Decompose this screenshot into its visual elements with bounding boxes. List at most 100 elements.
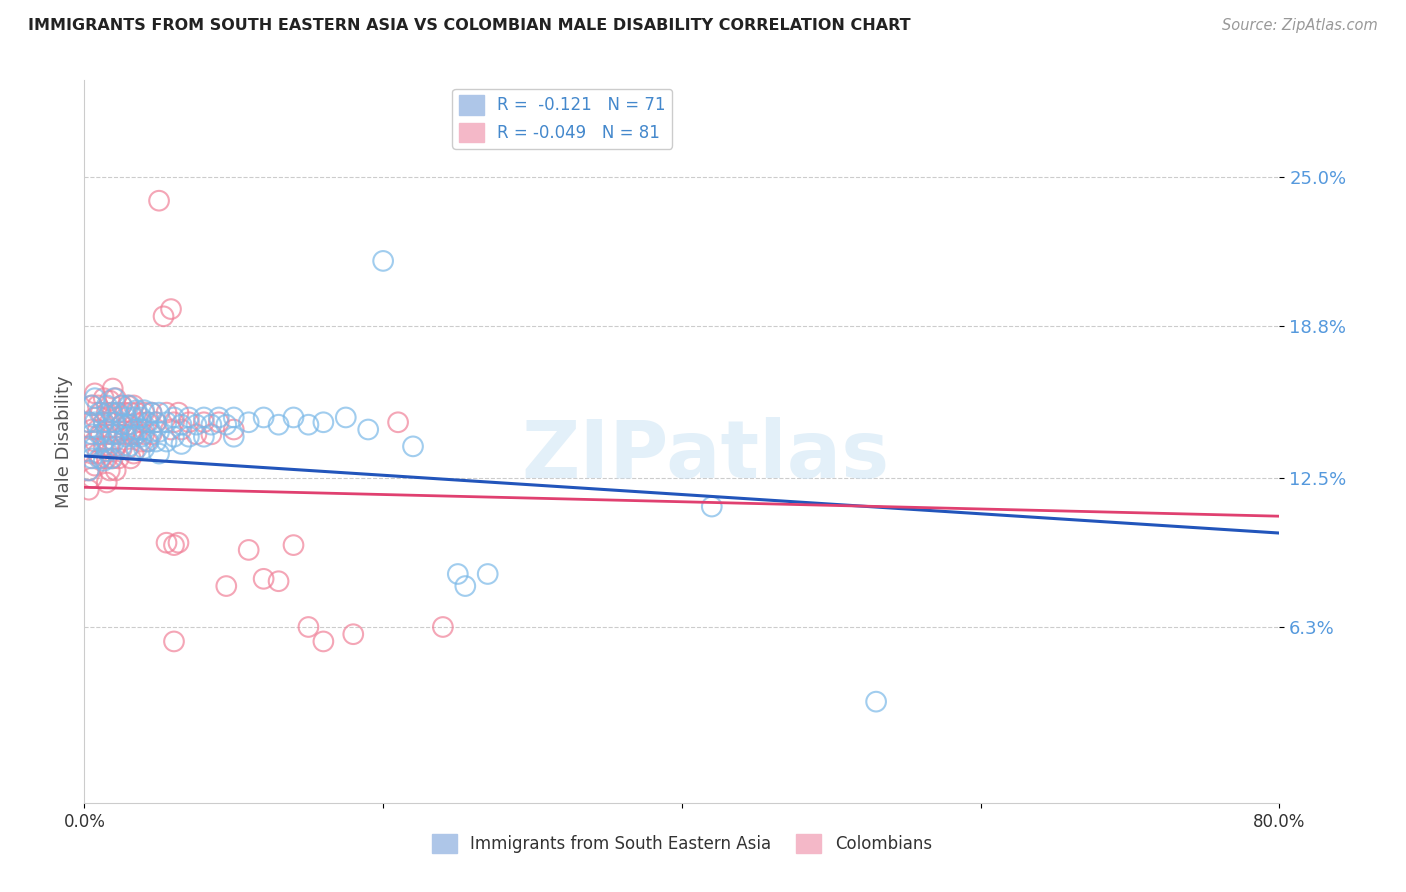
Point [177, 430, 200, 444]
Point [77, 439, 100, 453]
Point [186, 427, 208, 442]
Point [107, 406, 129, 420]
Point [167, 406, 190, 420]
Point [98, 439, 121, 453]
Point [103, 415, 125, 429]
Point [100, 451, 122, 466]
Point [118, 417, 141, 432]
Y-axis label: Male Disability: Male Disability [55, 376, 73, 508]
Text: IMMIGRANTS FROM SOUTH EASTERN ASIA VS COLOMBIAN MALE DISABILITY CORRELATION CHAR: IMMIGRANTS FROM SOUTH EASTERN ASIA VS CO… [28, 18, 911, 33]
Point [83, 439, 105, 453]
Point [170, 437, 193, 451]
Point [89, 406, 111, 420]
Point [103, 434, 125, 449]
Point [477, 567, 499, 582]
Point [117, 442, 139, 456]
Point [105, 427, 128, 442]
Point [148, 406, 170, 420]
Point [104, 463, 127, 477]
Point [122, 410, 145, 425]
Legend: Immigrants from South Eastern Asia, Colombians: Immigrants from South Eastern Asia, Colo… [425, 827, 939, 860]
Point [117, 417, 139, 432]
Point [312, 415, 335, 429]
Point [170, 422, 193, 436]
Point [122, 398, 145, 412]
Point [98, 393, 121, 408]
Point [93, 415, 115, 429]
Point [152, 310, 174, 324]
Point [83, 391, 105, 405]
Point [83, 386, 105, 401]
Point [104, 439, 127, 453]
Point [90, 427, 112, 442]
Point [111, 417, 134, 432]
Point [138, 415, 160, 429]
Point [138, 434, 160, 449]
Point [141, 406, 163, 420]
Point [77, 415, 100, 429]
Point [96, 451, 118, 466]
Point [208, 415, 231, 429]
Point [107, 427, 129, 442]
Point [111, 398, 134, 412]
Point [80, 427, 103, 442]
Point [80, 451, 103, 466]
Point [90, 451, 112, 466]
Point [163, 415, 186, 429]
Point [90, 406, 112, 420]
Point [865, 695, 887, 709]
Point [163, 410, 186, 425]
Point [253, 572, 276, 586]
Point [125, 403, 148, 417]
Point [155, 406, 177, 420]
Point [132, 422, 156, 436]
Point [238, 415, 260, 429]
Point [222, 430, 245, 444]
Point [129, 434, 152, 449]
Point [200, 417, 222, 432]
Point [114, 406, 136, 420]
Point [87, 398, 110, 412]
Point [80, 422, 103, 436]
Point [129, 415, 152, 429]
Point [100, 406, 122, 420]
Point [215, 417, 238, 432]
Point [120, 451, 142, 466]
Point [177, 410, 200, 425]
Point [93, 454, 115, 468]
Point [101, 451, 124, 466]
Point [145, 415, 167, 429]
Point [89, 451, 111, 466]
Point [222, 422, 245, 436]
Point [120, 406, 142, 420]
Point [111, 398, 134, 412]
Point [208, 410, 231, 425]
Point [77, 463, 100, 477]
Point [148, 446, 170, 460]
Point [117, 398, 139, 412]
Point [253, 410, 276, 425]
Point [89, 427, 111, 442]
Point [93, 434, 115, 449]
Point [93, 439, 115, 453]
Point [98, 415, 121, 429]
Point [100, 427, 122, 442]
Point [145, 434, 167, 449]
Point [77, 483, 100, 497]
Point [80, 398, 103, 412]
Point [238, 542, 260, 557]
Point [77, 439, 100, 453]
Point [111, 442, 134, 456]
Point [104, 415, 127, 429]
Point [700, 500, 723, 514]
Point [454, 579, 477, 593]
Point [80, 470, 103, 484]
Point [141, 425, 163, 439]
Point [373, 253, 395, 268]
Point [96, 398, 118, 412]
Point [98, 463, 121, 477]
Point [129, 430, 152, 444]
Point [83, 415, 105, 429]
Point [200, 427, 222, 442]
Point [83, 410, 105, 425]
